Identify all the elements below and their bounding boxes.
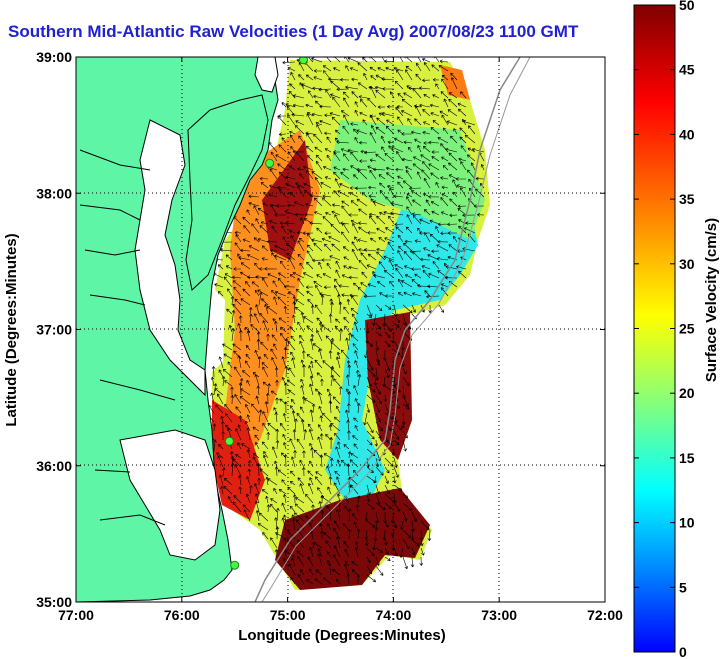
x-tick-label-5: 72:00 <box>587 607 623 623</box>
velocity-region-red-sw <box>212 400 265 520</box>
coastal-rivers <box>79 149 176 526</box>
chesapeake-bay <box>134 119 206 397</box>
colorbar-tick-label-0: 0 <box>679 644 687 659</box>
x-tick-label-4: 73:00 <box>481 607 517 623</box>
x-tick-label-3: 74:00 <box>375 607 411 623</box>
colorbar-tick-label-7: 35 <box>679 191 695 207</box>
chart-title: Southern Mid-Atlantic Raw Velocities (1 … <box>8 22 579 41</box>
colorbar-tick-label-6: 30 <box>679 256 695 272</box>
velocity-arrows <box>207 57 485 585</box>
colorbar-tick-label-5: 25 <box>679 321 695 337</box>
colorbar-tick-label-8: 40 <box>679 126 695 142</box>
y-axis-label: Latitude (Degrees:Minutes) <box>3 233 20 426</box>
colorbar <box>633 4 676 653</box>
x-tick-label-0: 77:00 <box>58 607 94 623</box>
station-marker-3 <box>230 560 240 570</box>
bathymetry-contour-1 <box>254 57 521 602</box>
grid <box>76 57 605 602</box>
colorbar-tick-label-9: 45 <box>679 62 695 78</box>
y-tick-label-0: 35:00 <box>36 594 72 610</box>
y-tick-label-4: 39:00 <box>36 49 72 65</box>
delaware-bay <box>254 57 279 93</box>
x-axis-label: Longitude (Degrees:Minutes) <box>238 627 446 644</box>
x-axis-ticks: 77:00 76:00 75:00 74:00 73:00 72:00 <box>58 57 623 623</box>
colorbar-label: Surface Velocity (cm/s) <box>703 218 720 382</box>
station-marker-0 <box>298 57 308 65</box>
colorbar-tick-label-2: 10 <box>679 515 695 531</box>
station-marker-1 <box>265 158 275 168</box>
x-tick-label-2: 75:00 <box>270 607 306 623</box>
delmarva-peninsula <box>185 94 269 291</box>
colorbar-tick-label-4: 20 <box>679 385 695 401</box>
velocity-region-darkred-south <box>275 488 430 590</box>
colorbar-ticks: 0 5 10 15 20 25 30 35 40 45 50 <box>634 0 695 659</box>
velocity-region-orange-ne <box>440 65 470 100</box>
colorbar-tick-label-10: 50 <box>679 0 695 13</box>
hf-radar-stations <box>224 57 308 570</box>
colorbar-tick-label-1: 5 <box>679 579 687 595</box>
pamlico-sound <box>119 429 221 561</box>
y-axis-ticks: 35:00 36:00 37:00 38:00 39:00 <box>36 49 605 610</box>
y-tick-label-2: 37:00 <box>36 322 72 338</box>
bathymetry-contour-2 <box>261 57 531 602</box>
velocity-vectors <box>207 57 485 585</box>
y-tick-label-1: 36:00 <box>36 458 72 474</box>
colorbar-tick-label-3: 15 <box>679 450 695 466</box>
y-tick-label-3: 38:00 <box>36 185 72 201</box>
velocity-region-cyan <box>325 200 478 500</box>
x-tick-label-1: 76:00 <box>164 607 200 623</box>
station-marker-2 <box>224 436 234 446</box>
